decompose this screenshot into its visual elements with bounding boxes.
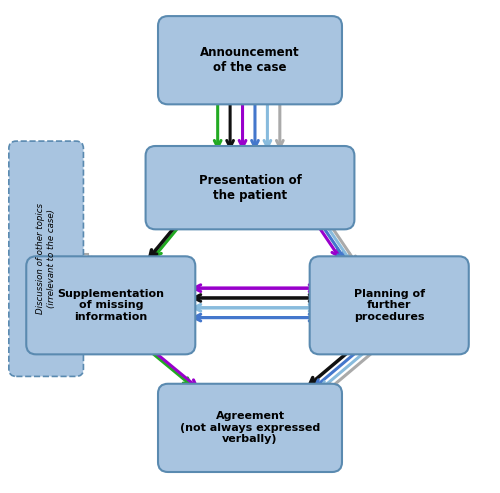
FancyBboxPatch shape	[146, 146, 354, 229]
Text: Announcement
of the case: Announcement of the case	[200, 46, 300, 74]
Text: Presentation of
the patient: Presentation of the patient	[198, 174, 302, 202]
FancyBboxPatch shape	[158, 384, 342, 472]
Text: Supplementation
of missing
information: Supplementation of missing information	[58, 289, 164, 322]
Text: Discussion of other topics
(irrelevant to the case): Discussion of other topics (irrelevant t…	[36, 203, 56, 314]
FancyBboxPatch shape	[310, 256, 469, 354]
Text: Agreement
(not always expressed
verbally): Agreement (not always expressed verbally…	[180, 411, 320, 445]
FancyBboxPatch shape	[9, 141, 84, 377]
FancyBboxPatch shape	[26, 256, 196, 354]
Text: Planning of
further
procedures: Planning of further procedures	[354, 289, 425, 322]
FancyBboxPatch shape	[158, 16, 342, 105]
